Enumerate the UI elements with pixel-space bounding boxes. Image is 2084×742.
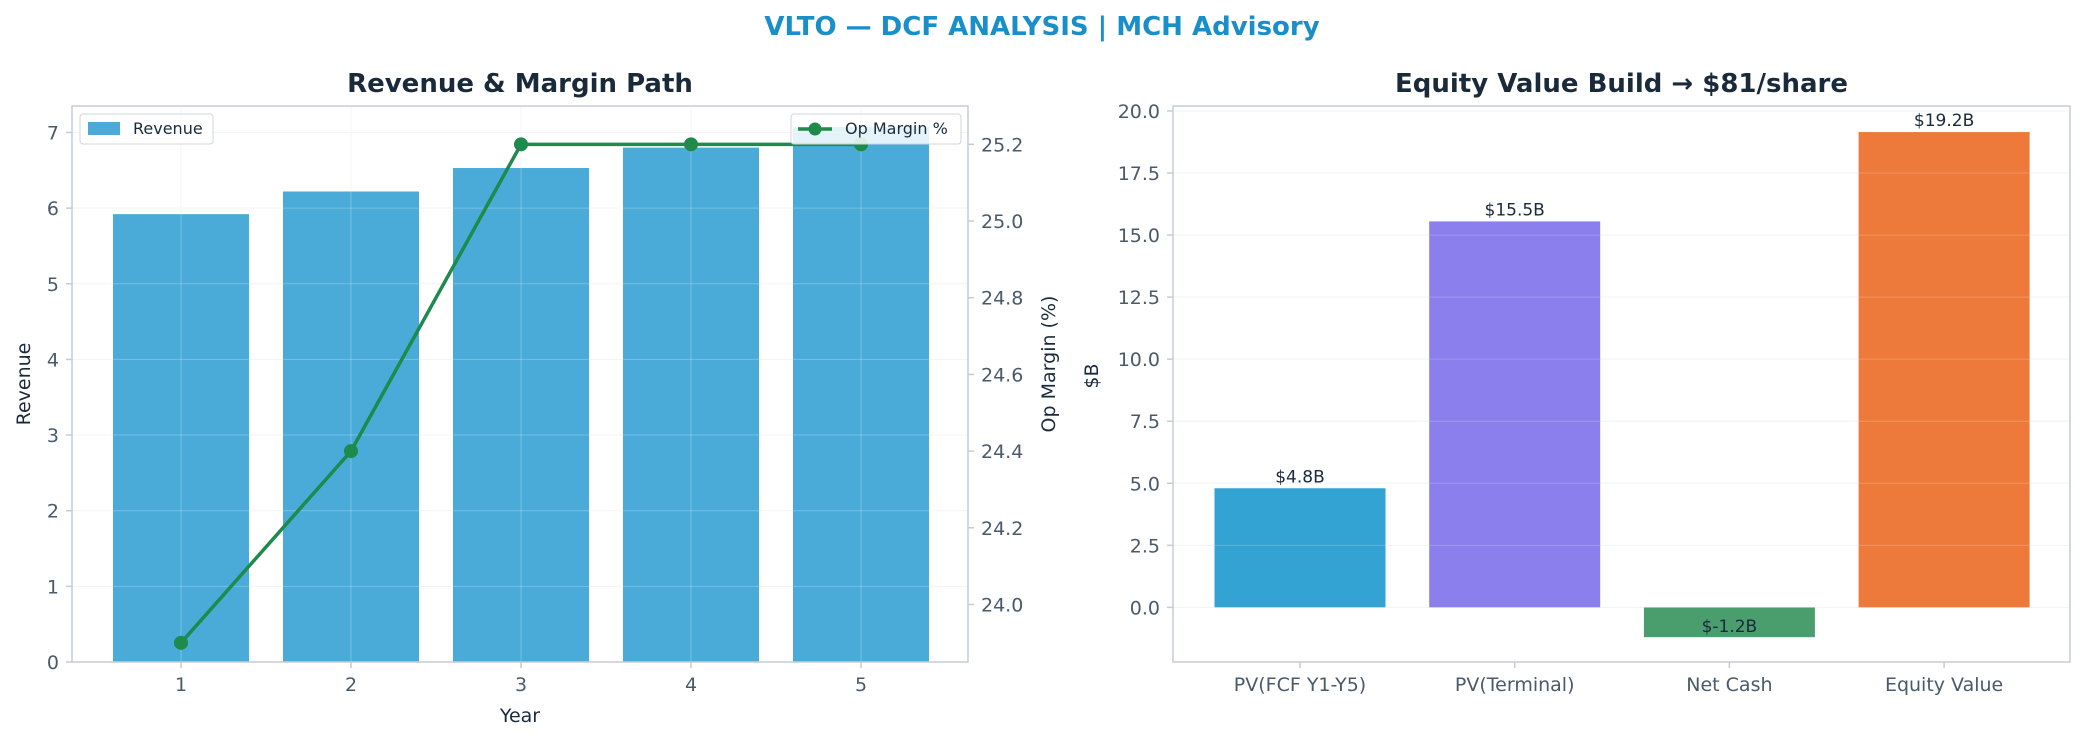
y-axis-label: $B bbox=[1081, 363, 1103, 388]
bar-data-label: $15.5B bbox=[1485, 200, 1545, 220]
y-tick-label: 15.0 bbox=[1118, 225, 1160, 247]
equity-bar bbox=[1429, 221, 1601, 608]
revenue-bar bbox=[623, 147, 759, 662]
x-tick-label: 5 bbox=[855, 674, 867, 696]
y-tick-label: 7.5 bbox=[1130, 411, 1160, 433]
y-tick-label: 0.0 bbox=[1130, 597, 1160, 619]
right-axes-frame bbox=[1172, 105, 2071, 663]
y-tick-label: 1 bbox=[47, 576, 59, 598]
equity-value-chart: $4.8B $15.5B $-1.2B $19.2B PV(FCF Y1-Y5) PV(T… bbox=[1081, 69, 2071, 696]
y2-axis-label: Op Margin (%) bbox=[1038, 296, 1060, 433]
bar-data-label: $4.8B bbox=[1275, 467, 1325, 487]
revenue-margin-chart: 1 2 3 4 5 0 1 2 3 4 5 6 7 24.0 24.2 24.4 24.6 24.8 25.0 25.… bbox=[13, 69, 1060, 727]
y2-tick-label: 24.8 bbox=[981, 288, 1023, 310]
y-tick-label: 5 bbox=[47, 274, 59, 296]
y-tick-label: 20.0 bbox=[1118, 101, 1160, 123]
y-tick-label: 17.5 bbox=[1118, 163, 1160, 185]
y2-tick-label: 24.0 bbox=[981, 594, 1023, 616]
bar-data-label: $19.2B bbox=[1914, 111, 1974, 131]
category-label: PV(FCF Y1-Y5) bbox=[1234, 674, 1366, 696]
revenue-legend: Revenue bbox=[79, 113, 214, 145]
y-tick-label: 2 bbox=[47, 501, 59, 523]
x-tick-label: 2 bbox=[345, 674, 357, 696]
y2-tick-label: 24.2 bbox=[981, 518, 1023, 540]
y-tick-label: 12.5 bbox=[1118, 287, 1160, 309]
x-tick-label: 1 bbox=[175, 674, 187, 696]
revenue-bar bbox=[453, 168, 589, 662]
y-tick-label: 2.5 bbox=[1130, 535, 1160, 557]
y-tick-label: 10.0 bbox=[1118, 349, 1160, 371]
legend-marker-margin bbox=[808, 122, 822, 136]
y2-tick-label: 25.0 bbox=[981, 211, 1023, 233]
y-tick-label: 4 bbox=[47, 349, 59, 371]
legend-label-margin: Op Margin % bbox=[845, 119, 948, 138]
equity-bar bbox=[1643, 607, 1815, 638]
category-label: Equity Value bbox=[1885, 674, 2003, 696]
revenue-bar bbox=[283, 191, 419, 662]
legend-box bbox=[79, 113, 214, 145]
legend-swatch-revenue bbox=[88, 122, 120, 135]
x-axis-label: Year bbox=[499, 705, 540, 727]
op-margin-point bbox=[514, 137, 528, 152]
category-label: Net Cash bbox=[1686, 674, 1772, 696]
y-axis-label: Revenue bbox=[13, 343, 35, 426]
revenue-bar bbox=[113, 214, 249, 663]
op-margin-legend: Op Margin % bbox=[790, 113, 962, 145]
y-tick-label: 3 bbox=[47, 425, 59, 447]
figure-title: VLTO — DCF ANALYSIS | MCH Advisory bbox=[764, 12, 1319, 42]
y-tick-label: 5.0 bbox=[1130, 473, 1160, 495]
op-margin-point bbox=[684, 137, 698, 152]
bar-data-label: $-1.2B bbox=[1702, 617, 1758, 637]
y-tick-label: 0 bbox=[47, 652, 59, 674]
x-tick-label: 4 bbox=[685, 674, 697, 696]
y-tick-label: 6 bbox=[47, 198, 59, 220]
y2-tick-label: 24.6 bbox=[981, 364, 1023, 386]
y-tick-label: 7 bbox=[47, 122, 59, 144]
legend-label-revenue: Revenue bbox=[133, 119, 203, 138]
x-tick-label: 3 bbox=[515, 674, 527, 696]
equity-bar bbox=[1858, 132, 2030, 608]
category-label: PV(Terminal) bbox=[1455, 674, 1575, 696]
left-chart-title: Revenue & Margin Path bbox=[347, 69, 693, 99]
legend-box bbox=[790, 113, 962, 145]
left-axes-frame bbox=[71, 105, 969, 663]
equity-bar bbox=[1214, 488, 1386, 608]
op-margin-point bbox=[174, 635, 188, 650]
op-margin-point bbox=[344, 444, 358, 459]
y2-tick-label: 25.2 bbox=[981, 134, 1023, 156]
revenue-bar bbox=[793, 127, 929, 662]
right-chart-title: Equity Value Build → $81/share bbox=[1395, 69, 1848, 99]
y2-tick-label: 24.4 bbox=[981, 441, 1023, 463]
